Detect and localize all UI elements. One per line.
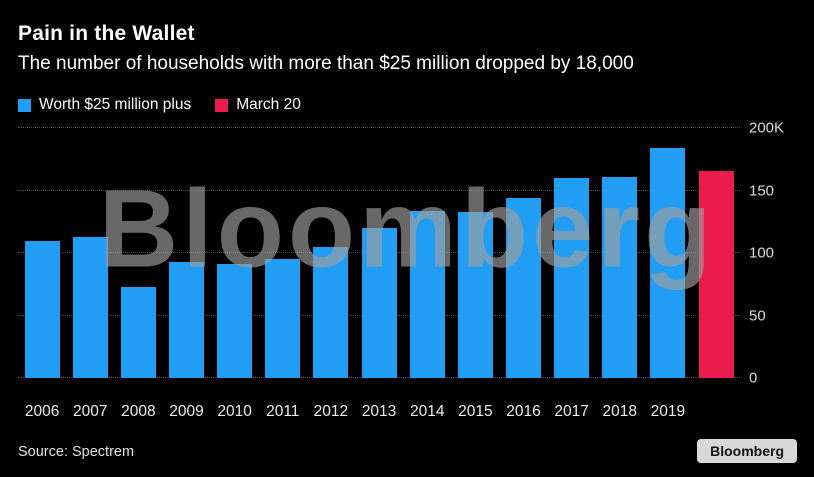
x-tick-label-blank bbox=[692, 403, 740, 421]
legend-swatch-blue bbox=[18, 98, 31, 112]
x-tick-label-2009: 2009 bbox=[169, 403, 204, 420]
legend-label-worth-25-million-plus: Worth $25 million plus bbox=[39, 96, 192, 113]
bar-slot-2006 bbox=[18, 128, 66, 378]
bar-2018 bbox=[602, 176, 638, 378]
bar-slot-2015 bbox=[451, 128, 499, 378]
y-tick-label-100: 100 bbox=[749, 244, 775, 262]
gridline-150 bbox=[18, 189, 740, 191]
x-tick-label-2010: 2010 bbox=[217, 403, 252, 420]
bar-slot-march-20 bbox=[692, 128, 740, 378]
bar-2009 bbox=[168, 261, 204, 378]
bar-2017 bbox=[554, 178, 590, 378]
bar-slot-2008 bbox=[114, 128, 162, 378]
bar-2015 bbox=[457, 211, 493, 378]
y-tick-label-200K: 200K bbox=[749, 119, 785, 137]
bar-slot-2012 bbox=[307, 128, 355, 378]
source-text: Source: Spectrem bbox=[18, 444, 135, 460]
bar-slot-2011 bbox=[259, 128, 307, 378]
legend-item-worth-25-million-plus: Worth $25 million plus bbox=[18, 96, 191, 114]
bar-slot-2010 bbox=[211, 128, 259, 378]
bar-slot-2014 bbox=[403, 128, 451, 378]
x-tick-label-2013: 2013 bbox=[361, 403, 397, 420]
bar-slot-2013 bbox=[355, 128, 403, 378]
bar-2010 bbox=[217, 264, 253, 378]
y-tick-label-150: 150 bbox=[749, 182, 775, 199]
bar-2014 bbox=[409, 210, 445, 378]
bar-2008 bbox=[120, 286, 156, 378]
bloomberg-logo: Bloomberg bbox=[697, 439, 797, 463]
y-tick-label-0: 0 bbox=[749, 369, 758, 387]
bar-march-20 bbox=[698, 170, 734, 378]
y-tick-label-50: 50 bbox=[749, 307, 766, 324]
x-tick-label-2011: 2011 bbox=[266, 403, 300, 420]
bar-2013 bbox=[361, 228, 397, 378]
plot-area bbox=[18, 127, 740, 378]
legend-swatch-red bbox=[215, 98, 229, 112]
bar-2011 bbox=[265, 259, 301, 378]
x-tick-label-2007: 2007 bbox=[72, 403, 108, 420]
bar-slot-2016 bbox=[499, 128, 547, 378]
legend-label-march-20: March 20 bbox=[236, 96, 301, 113]
bar-slot-2007 bbox=[66, 128, 114, 378]
x-tick-label-2017: 2017 bbox=[554, 403, 589, 420]
x-tick-label-2014: 2014 bbox=[409, 403, 445, 420]
gridline-200 bbox=[18, 127, 740, 128]
bar-2016 bbox=[505, 198, 541, 378]
x-tick-label-2018: 2018 bbox=[602, 403, 637, 420]
bars-row bbox=[18, 128, 740, 378]
bar-slot-2017 bbox=[548, 128, 596, 378]
bar-2007 bbox=[72, 236, 108, 378]
x-tick-label-2019: 2019 bbox=[650, 403, 686, 420]
chart-title: Pain in the Wallet bbox=[18, 22, 195, 45]
x-tick-label-2015: 2015 bbox=[458, 403, 493, 420]
x-tick-label-2008: 2008 bbox=[121, 403, 156, 420]
bar-2019 bbox=[650, 148, 686, 378]
x-axis-labels: 2006 2007 2008 2009 2010 2011 2012 2013 2014 2015… bbox=[18, 403, 740, 421]
chart-subtitle: The number of households with more than … bbox=[18, 53, 634, 74]
legend: Worth $25 million plus March 20 bbox=[18, 96, 301, 114]
bar-slot-2018 bbox=[596, 128, 644, 378]
x-tick-label-2006: 2006 bbox=[24, 403, 60, 420]
bar-2012 bbox=[313, 246, 349, 378]
legend-item-march-20: March 20 bbox=[215, 96, 301, 114]
x-tick-label-2012: 2012 bbox=[313, 403, 349, 420]
bar-slot-2019 bbox=[644, 128, 692, 378]
bar-slot-2009 bbox=[162, 128, 210, 378]
bar-2006 bbox=[24, 240, 60, 378]
x-tick-label-2016: 2016 bbox=[506, 403, 541, 420]
